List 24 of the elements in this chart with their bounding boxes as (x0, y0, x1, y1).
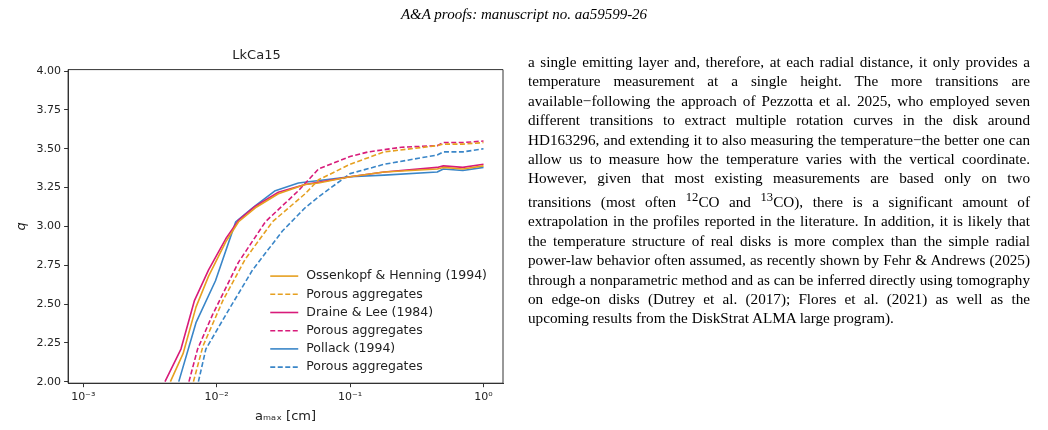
x-tick-label: 10⁰ (474, 389, 494, 403)
text: a single emitting layer and, therefore, at each radial distance, it only provides a temperature measurement at a single height. The more transitions are available−following the approach of Pezzotta et al. 2025, who employed seven different transitions to extract multiple rotation curves in the disk around HD163296, and extending it to also measuring the temperature−the better one can allow us to measure how the temperature varies with the vertical coordinate. However, given that most existing measurements are based only on two transitions (most often $^{12}$CO and $^{13}$CO), there is a significant amount of extrapolation in the profiles reported in the literature. In addition, it is likely that the temperature structure of real disks is more complex than the simple radial power-law behavior often assumed, as recently shown by Fehr & Andrews (2025) through a nonparametric method and as can be inferred directly using tomography on edge-on disks (Dutrey et al. (2017); Flores et al. (2021) as well as the upcoming results from the DiskStrat ALMA large program). (528, 53, 1030, 327)
x-axis-title: aₘₐₓ [cm] (255, 407, 317, 423)
legend-label: Porous aggregates (306, 285, 423, 301)
text: A&A proofs: manuscript no. aa59599-26 (399, 6, 649, 23)
x-tick-label: 10⁻³ (71, 389, 96, 403)
legend-label: Pollack (1994) (306, 340, 396, 356)
y-tick-label: 2.75 (36, 258, 62, 272)
x-tick-label: 10⁻² (204, 389, 229, 403)
chart-title: LkCa15 (232, 47, 281, 63)
y-axis-title: q (13, 222, 29, 231)
legend-label: Draine & Lee (1984) (306, 303, 434, 319)
y-tick-label: 3.25 (36, 180, 62, 194)
y-tick-label: 2.00 (36, 374, 62, 388)
y-tick-label: 3.75 (36, 102, 62, 116)
y-tick-label: 2.50 (36, 296, 62, 310)
y-tick-label: 3.00 (36, 219, 62, 233)
y-tick-label: 4.00 (36, 64, 62, 78)
x-tick-label: 10⁻¹ (337, 389, 363, 403)
legend-label: Porous aggregates (306, 321, 423, 337)
legend-label: Ossenkopf & Henning (1994) (306, 267, 487, 283)
legend-label: Porous aggregates (306, 358, 423, 374)
y-tick-label: 3.50 (36, 141, 62, 155)
y-tick-label: 2.25 (36, 335, 62, 349)
